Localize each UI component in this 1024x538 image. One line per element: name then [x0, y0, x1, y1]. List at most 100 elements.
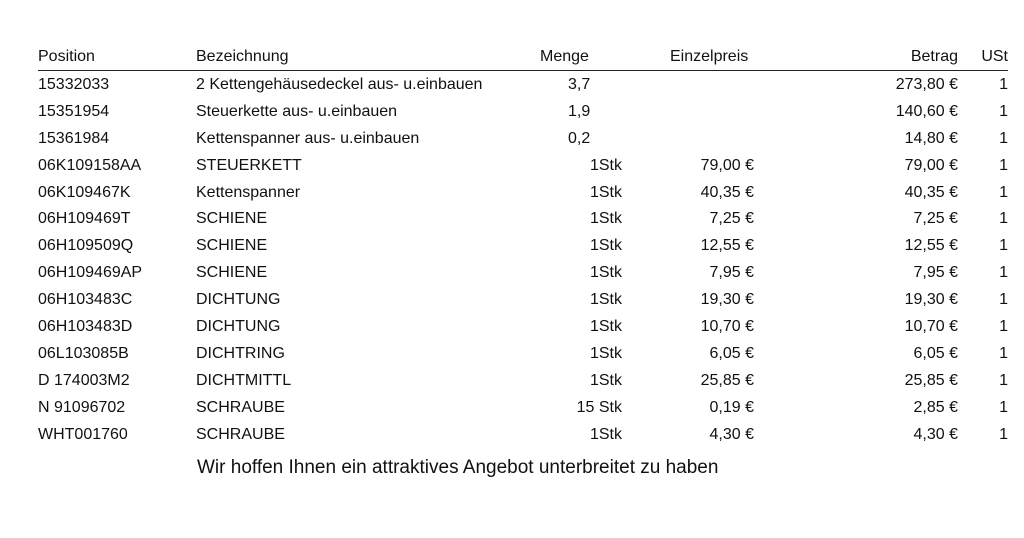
- cell-position: 15351954: [38, 102, 110, 120]
- cell-menge: 1Stk: [589, 264, 622, 282]
- cell-ust: 1: [999, 371, 1008, 389]
- cell-ust: 1: [999, 102, 1008, 120]
- cell-ust: 1: [999, 318, 1008, 336]
- cell-betrag: 40,35 €: [904, 183, 958, 201]
- cell-einzelpreis: 19,30 €: [700, 291, 754, 309]
- cell-einzelpreis: 7,95 €: [709, 264, 754, 282]
- cell-menge: 1,9: [568, 102, 591, 120]
- header-bezeichnung: Bezeichnung: [196, 48, 289, 65]
- cell-position: 06K109158AA: [38, 156, 142, 174]
- cell-menge: 1Stk: [589, 156, 622, 174]
- header-ust: USt: [981, 48, 1008, 65]
- cell-bezeichnung: DICHTUNG: [196, 318, 281, 336]
- cell-betrag: 10,70 €: [904, 318, 958, 336]
- cell-einzelpreis: 10,70 €: [700, 318, 754, 336]
- cell-position: D 174003M2: [38, 371, 130, 389]
- cell-betrag: 79,00 €: [904, 156, 958, 174]
- cell-ust: 1: [999, 129, 1008, 147]
- table-row: 06H109509Q SCHIENE 1Stk 12,55 € 12,55 € 1: [38, 233, 1008, 260]
- table-row: WHT001760 SCHRAUBE 1Stk 4,30 € 4,30 € 1: [38, 422, 1008, 449]
- table-header: Position Bezeichnung Menge Einzelpreis B…: [38, 44, 1008, 71]
- cell-bezeichnung: SCHIENE: [196, 237, 268, 255]
- cell-bezeichnung: Kettenspanner aus- u.einbauen: [196, 129, 420, 147]
- cell-menge: 1Stk: [589, 371, 622, 389]
- table-row: N 91096702 SCHRAUBE 15 Stk 0,19 € 2,85 € 1: [38, 395, 1008, 422]
- header-menge: Menge: [540, 48, 589, 65]
- table-row: 15351954 Steuerkette aus- u.einbauen 1,9 14…: [38, 99, 1008, 126]
- cell-bezeichnung: Kettenspanner: [196, 183, 301, 201]
- cell-betrag: 14,80 €: [904, 129, 958, 147]
- cell-bezeichnung: Steuerkette aus- u.einbauen: [196, 102, 398, 120]
- cell-ust: 1: [999, 210, 1008, 228]
- cell-bezeichnung: SCHIENE: [196, 264, 268, 282]
- cell-betrag: 19,30 €: [904, 291, 958, 309]
- cell-menge: 1Stk: [589, 183, 622, 201]
- cell-ust: 1: [999, 398, 1008, 416]
- cell-bezeichnung: SCHRAUBE: [196, 398, 285, 416]
- table-row: 06H103483C DICHTUNG 1Stk 19,30 € 19,30 € 1: [38, 287, 1008, 314]
- cell-betrag: 4,30 €: [913, 425, 958, 443]
- cell-ust: 1: [999, 76, 1008, 93]
- cell-menge: 3,7: [568, 76, 591, 93]
- cell-menge: 0,2: [568, 129, 591, 147]
- cell-ust: 1: [999, 156, 1008, 174]
- cell-betrag: 7,25 €: [913, 210, 958, 228]
- cell-ust: 1: [999, 183, 1008, 201]
- cell-einzelpreis: 79,00 €: [700, 156, 754, 174]
- cell-betrag: 273,80 €: [895, 76, 958, 93]
- cell-betrag: 140,60 €: [895, 102, 958, 120]
- table-row: 15332033 2 Kettengehäusedeckel aus- u.ein…: [38, 72, 1008, 99]
- cell-einzelpreis: 12,55 €: [700, 237, 754, 255]
- cell-position: 06H109469T: [38, 210, 131, 228]
- cell-position: 06H103483C: [38, 291, 133, 309]
- cell-position: 06H109509Q: [38, 237, 134, 255]
- cell-menge: 1Stk: [589, 237, 622, 255]
- table-row: 06K109467K Kettenspanner 1Stk 40,35 € 40,35 …: [38, 180, 1008, 207]
- cell-menge: 1Stk: [589, 318, 622, 336]
- cell-menge: 15 Stk: [576, 398, 622, 416]
- table-row: 06H103483D DICHTUNG 1Stk 10,70 € 10,70 € 1: [38, 314, 1008, 341]
- cell-ust: 1: [999, 344, 1008, 362]
- cell-bezeichnung: SCHRAUBE: [196, 425, 285, 443]
- cell-bezeichnung: 2 Kettengehäusedeckel aus- u.einbauen: [196, 76, 483, 93]
- table-row: 15361984 Kettenspanner aus- u.einbauen 0,2…: [38, 126, 1008, 153]
- cell-menge: 1Stk: [589, 210, 622, 228]
- cell-betrag: 6,05 €: [913, 344, 958, 362]
- cell-betrag: 7,95 €: [913, 264, 958, 282]
- table-row: 06H109469AP SCHIENE 1Stk 7,95 € 7,95 € 1: [38, 260, 1008, 287]
- cell-einzelpreis: 6,05 €: [709, 344, 754, 362]
- header-position: Position: [38, 48, 95, 65]
- cell-ust: 1: [999, 264, 1008, 282]
- cell-bezeichnung: DICHTUNG: [196, 291, 281, 309]
- cell-position: 06L103085B: [38, 344, 129, 362]
- cell-position: 06H109469AP: [38, 264, 143, 282]
- cell-einzelpreis: 4,30 €: [709, 425, 754, 443]
- table-row: 06L103085B DICHTRING 1Stk 6,05 € 6,05 € 1: [38, 341, 1008, 368]
- cell-einzelpreis: 7,25 €: [709, 210, 754, 228]
- cell-einzelpreis: 0,19 €: [709, 398, 754, 416]
- cell-bezeichnung: STEUERKETT: [196, 156, 302, 174]
- cell-ust: 1: [999, 237, 1008, 255]
- cell-betrag: 2,85 €: [913, 398, 958, 416]
- cell-position: 06K109467K: [38, 183, 131, 201]
- cell-position: WHT001760: [38, 425, 128, 443]
- table-body: 15332033 2 Kettengehäusedeckel aus- u.ein…: [38, 72, 1008, 448]
- cell-betrag: 12,55 €: [904, 237, 958, 255]
- cell-position: 15332033: [38, 76, 110, 93]
- cell-einzelpreis: 25,85 €: [700, 371, 754, 389]
- cell-ust: 1: [999, 291, 1008, 309]
- cell-menge: 1Stk: [589, 344, 622, 362]
- cell-bezeichnung: DICHTMITTL: [196, 371, 292, 389]
- cell-position: 06H103483D: [38, 318, 133, 336]
- header-betrag: Betrag: [910, 48, 958, 65]
- cell-menge: 1Stk: [589, 425, 622, 443]
- table-row: D 174003M2 DICHTMITTL 1Stk 25,85 € 25,85 € 1: [38, 368, 1008, 395]
- cell-position: N 91096702: [38, 398, 126, 416]
- closing-note: Wir hoffen Ihnen ein attraktives Angebot…: [197, 457, 719, 478]
- cell-ust: 1: [999, 425, 1008, 443]
- cell-bezeichnung: DICHTRING: [196, 344, 285, 362]
- cell-betrag: 25,85 €: [904, 371, 958, 389]
- table-row: 06K109158AA STEUERKETT 1Stk 79,00 € 79,00 € 1: [38, 153, 1008, 180]
- header-einzelpreis: Einzelpreis: [670, 48, 749, 65]
